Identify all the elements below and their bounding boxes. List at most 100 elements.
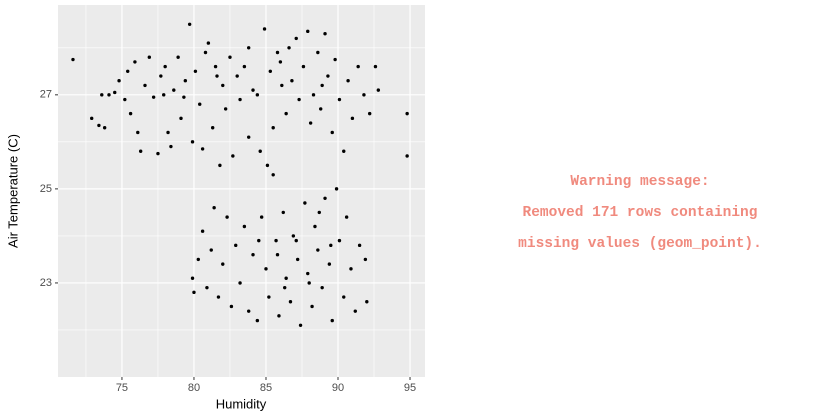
point	[316, 248, 320, 252]
point	[306, 29, 310, 34]
point	[258, 149, 262, 153]
warning-line: missing values (geom_point).	[518, 236, 762, 252]
point	[251, 253, 255, 257]
point	[97, 123, 101, 128]
point	[268, 69, 273, 74]
point	[288, 300, 293, 304]
point	[123, 97, 127, 102]
point	[284, 276, 288, 280]
point	[203, 50, 208, 55]
point	[200, 229, 205, 233]
point	[231, 154, 235, 158]
panel-background	[58, 5, 425, 377]
point	[213, 64, 218, 69]
point	[357, 243, 362, 248]
point	[206, 41, 211, 45]
point	[162, 93, 166, 97]
point	[136, 130, 140, 135]
point	[113, 90, 117, 95]
point	[221, 262, 225, 266]
point	[327, 262, 332, 266]
point	[126, 69, 130, 74]
point	[238, 97, 242, 102]
warning-line: Warning message:	[570, 174, 709, 190]
point	[262, 27, 267, 31]
point	[344, 215, 349, 219]
point	[284, 111, 288, 116]
point	[337, 97, 342, 102]
point	[274, 238, 278, 243]
point	[326, 74, 330, 78]
point	[100, 93, 104, 97]
point	[169, 144, 173, 149]
point	[271, 126, 275, 130]
point	[294, 36, 298, 41]
point	[190, 276, 195, 280]
point	[200, 147, 205, 151]
point	[257, 238, 261, 243]
point	[294, 238, 298, 243]
point	[264, 267, 268, 271]
point	[117, 79, 121, 83]
point	[363, 257, 368, 262]
point	[71, 57, 75, 62]
point	[166, 130, 170, 135]
point	[280, 83, 284, 88]
point	[320, 285, 324, 290]
point	[128, 111, 133, 116]
point	[290, 79, 294, 83]
point	[251, 88, 255, 92]
point	[307, 281, 311, 285]
point	[196, 257, 200, 262]
point	[138, 149, 143, 153]
point	[306, 271, 310, 276]
point	[297, 97, 301, 102]
point	[346, 79, 350, 83]
point	[376, 88, 381, 92]
point	[308, 121, 313, 125]
point	[265, 163, 270, 168]
point	[242, 224, 247, 229]
point	[281, 210, 285, 215]
point	[235, 74, 239, 78]
point	[353, 309, 357, 313]
point	[275, 253, 280, 257]
point	[102, 126, 107, 130]
point	[329, 243, 333, 248]
point	[198, 102, 202, 106]
point	[183, 79, 188, 83]
point	[334, 187, 339, 191]
point	[176, 55, 180, 59]
point	[317, 210, 321, 215]
point	[323, 31, 327, 36]
x-tick-label: 75	[116, 382, 128, 394]
point	[182, 95, 186, 99]
point	[316, 50, 320, 55]
y-tick-label: 23	[40, 277, 52, 289]
point	[320, 83, 324, 88]
point	[367, 111, 372, 116]
point	[311, 93, 316, 97]
point	[342, 149, 346, 153]
point	[107, 93, 111, 97]
point	[221, 83, 225, 88]
point	[275, 50, 280, 55]
point	[362, 93, 366, 97]
x-tick-label: 80	[188, 382, 200, 394]
point	[223, 107, 228, 111]
point	[278, 60, 283, 64]
x-axis-title: Humidity	[216, 396, 267, 411]
point	[365, 300, 369, 304]
x-tick-label: 90	[332, 382, 344, 394]
point	[193, 69, 198, 74]
point	[330, 130, 334, 135]
point	[187, 22, 192, 26]
warning-line: Removed 171 rows containing	[523, 205, 758, 221]
point	[342, 295, 346, 299]
points	[71, 22, 409, 327]
point	[212, 205, 216, 210]
point	[90, 116, 94, 121]
point	[218, 163, 222, 168]
y-tick-label: 27	[40, 89, 52, 101]
point	[356, 64, 360, 69]
